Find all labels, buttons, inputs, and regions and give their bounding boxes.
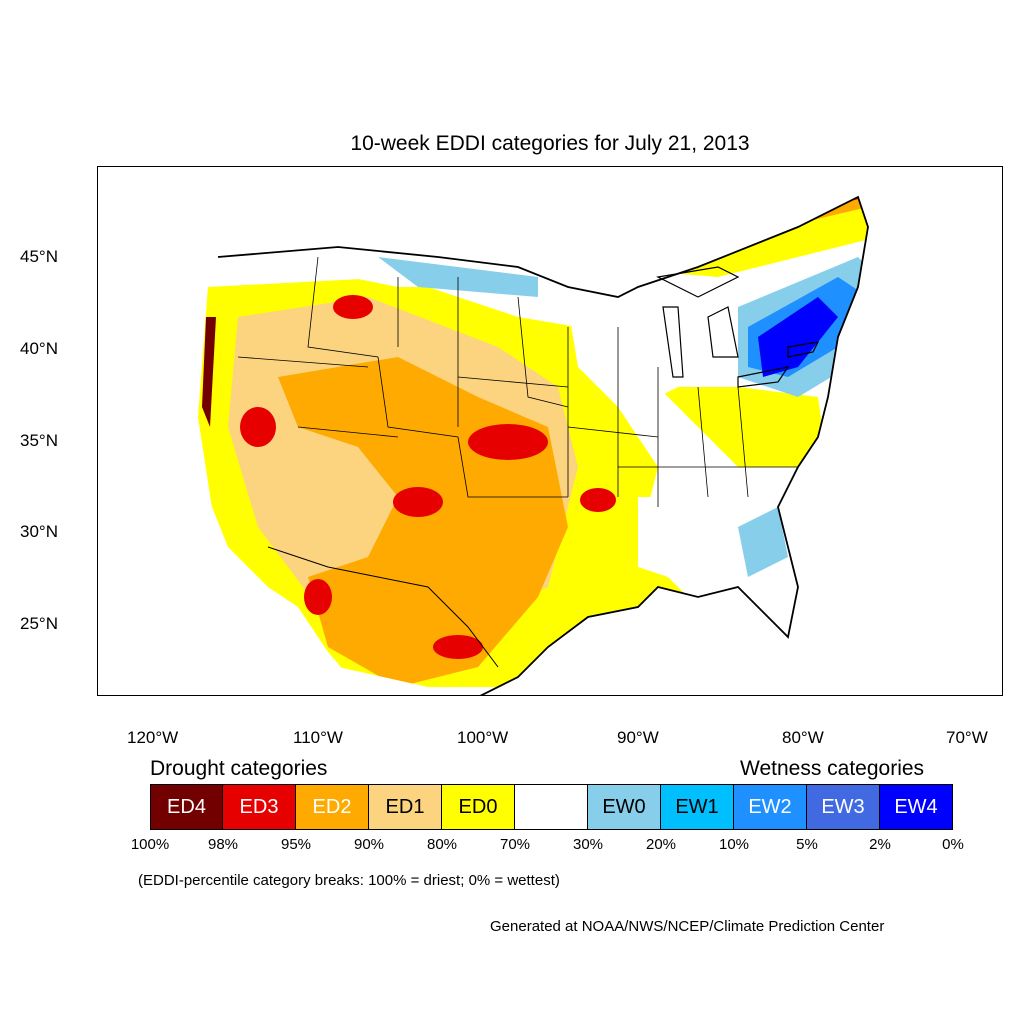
percentile-label: 70%: [499, 836, 531, 853]
lon-label-120: 120°W: [127, 728, 179, 747]
lake-superior: [656, 266, 740, 298]
category-note: (EDDI-percentile category breaks: 100% =…: [138, 872, 560, 889]
lon-label-100: 100°W: [457, 728, 509, 747]
lon-label-80: 80°W: [782, 728, 824, 747]
map-title: 10-week EDDI categories for July 21, 201…: [350, 132, 750, 155]
lat-label-25: 25°N: [20, 614, 58, 633]
legend-cell-ew0: EW0: [588, 784, 661, 830]
region-ed3-newmexico: [393, 487, 443, 517]
legend-cell-ed2: ED2: [296, 784, 369, 830]
region-ed3-idaho: [333, 295, 373, 319]
lon-label-90: 90°W: [617, 728, 659, 747]
lake-erie: [737, 366, 790, 388]
region-ew0-georgia: [738, 507, 788, 577]
region-ed3-arkansas: [580, 488, 616, 512]
percentile-label: 95%: [280, 836, 312, 853]
legend-cell-ed0: ED0: [442, 784, 515, 830]
legend-cell-ed4: ED4: [150, 784, 223, 830]
boundaries: [217, 195, 869, 695]
percentile-label: 5%: [796, 836, 818, 853]
region-normal-midwest: [568, 307, 698, 407]
legend-cell-normal: [515, 784, 588, 830]
us-mexico-border: [267, 546, 499, 668]
legend-cell-ew3: EW3: [807, 784, 880, 830]
lat-label-30: 30°N: [20, 522, 58, 541]
percentile-label: 0%: [942, 836, 964, 853]
lon-label-110: 110°W: [293, 728, 343, 747]
legend-cell-ew1: EW1: [661, 784, 734, 830]
lat-label-35: 35°N: [20, 431, 58, 450]
percentile-label: 98%: [207, 836, 239, 853]
region-ed3-sonora: [304, 579, 332, 615]
legend-cell-ed1: ED1: [369, 784, 442, 830]
percentile-label: 2%: [869, 836, 891, 853]
percentile-label: 30%: [572, 836, 604, 853]
lat-label-40: 40°N: [20, 339, 58, 358]
lake-huron: [707, 306, 739, 358]
credit-line: Generated at NOAA/NWS/NCEP/Climate Predi…: [490, 918, 885, 935]
lon-label-70: 70°W: [946, 728, 988, 747]
region-ed3-kansas: [468, 424, 548, 460]
region-ed3-mexico: [433, 635, 483, 659]
region-ed4-canada: [783, 197, 813, 200]
region-ed3-nevada: [240, 407, 276, 447]
legend-cell-ew4: EW4: [880, 784, 953, 830]
wetness-heading: Wetness categories: [740, 757, 925, 780]
percentile-label: 80%: [426, 836, 458, 853]
state-lines-1: [307, 256, 568, 498]
region-ed4-coast: [202, 317, 216, 427]
lake-ontario: [787, 341, 820, 358]
percentile-label: 20%: [645, 836, 677, 853]
us-canada-border: [337, 246, 519, 268]
legend-cell-ew2: EW2: [734, 784, 807, 830]
lake-michigan: [662, 306, 684, 378]
lat-label-45: 45°N: [20, 247, 58, 266]
legend-cell-ed3: ED3: [223, 784, 296, 830]
percentile-label: 90%: [353, 836, 385, 853]
coastline: [217, 195, 869, 695]
map-panel: [97, 166, 1003, 696]
region-ed0-east: [658, 387, 828, 467]
legend-bar: ED4 ED3 ED2 ED1 ED0 EW0 EW1 EW2 EW3 EW4: [150, 784, 953, 830]
drought-heading: Drought categories: [150, 757, 328, 780]
state-lines-3: [237, 356, 798, 468]
region-ew4-northeast: [758, 297, 838, 377]
percentile-label: 10%: [718, 836, 750, 853]
eddi-map: [193, 195, 869, 695]
percentile-label: 100%: [130, 836, 170, 853]
